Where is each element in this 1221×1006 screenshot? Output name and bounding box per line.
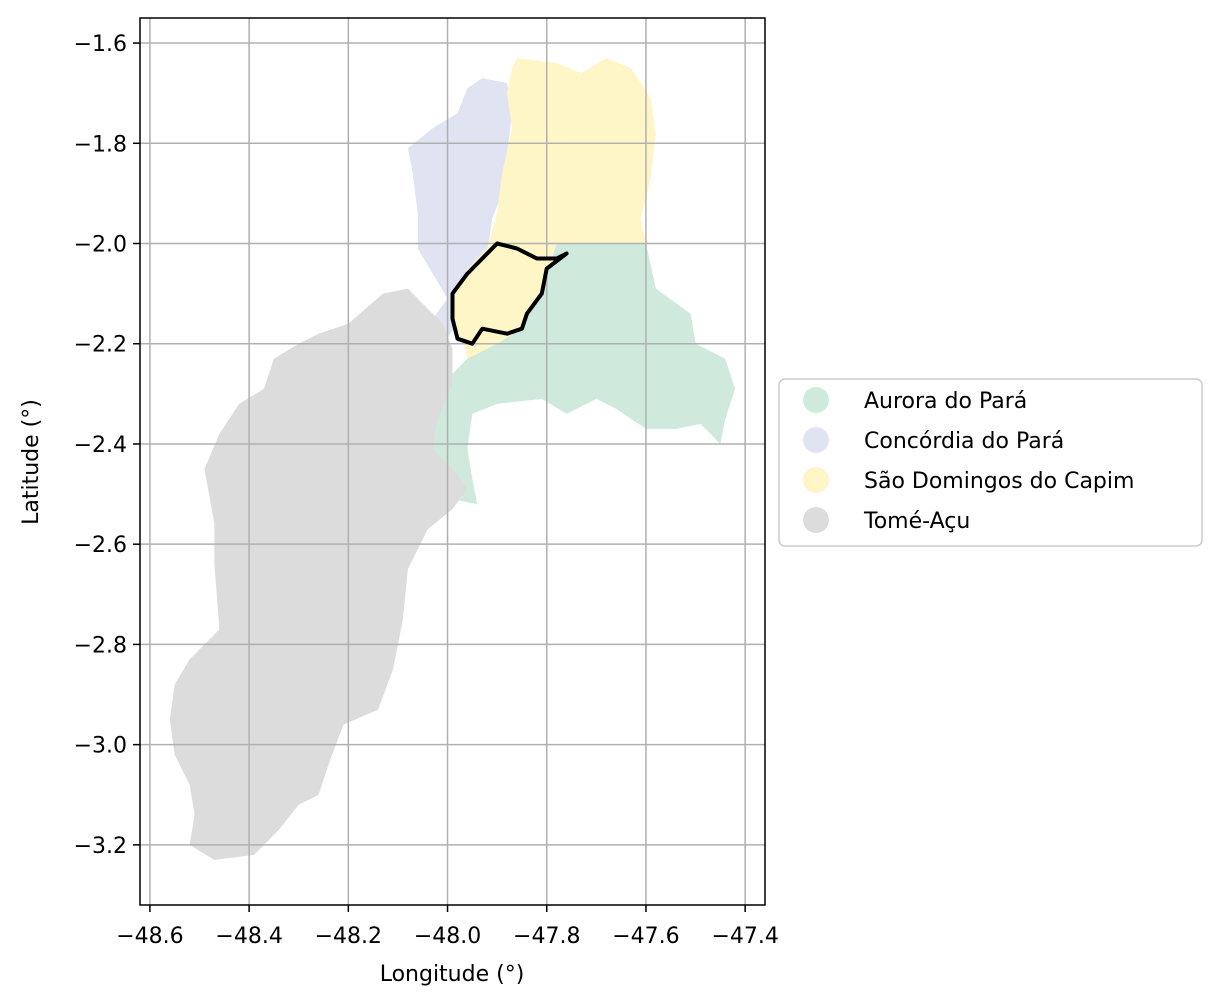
legend: Aurora do Pará Concórdia do Pará São Domin… bbox=[778, 378, 1203, 547]
x-tick-label: −47.4 bbox=[711, 924, 778, 949]
legend-marker bbox=[803, 467, 829, 493]
legend-item-aurora-do-para: Aurora do Pará bbox=[803, 387, 1027, 414]
y-axis-title: Latitude (°) bbox=[19, 399, 44, 525]
x-tick-label: −48.6 bbox=[116, 924, 183, 949]
y-tick-label: −1.8 bbox=[74, 132, 127, 157]
legend-label: São Domingos do Capim bbox=[864, 469, 1134, 494]
legend-item-concordia-do-para: Concórdia do Pará bbox=[803, 427, 1064, 454]
legend-item-sao-domingos-do-capim: São Domingos do Capim bbox=[803, 467, 1134, 494]
y-tick-label: −3.0 bbox=[74, 734, 127, 759]
y-axis: −1.6 −1.8 −2.0 −2.2 −2.4 −2.6 −2.8 −3.0 −3.2 bbox=[74, 32, 140, 859]
y-tick-label: −2.8 bbox=[74, 633, 127, 658]
region-tome-acu bbox=[169, 288, 468, 860]
legend-marker bbox=[803, 507, 829, 533]
x-tick-label: −47.8 bbox=[513, 924, 580, 949]
grid-layer bbox=[140, 18, 765, 905]
y-tick-label: −1.6 bbox=[74, 32, 127, 57]
x-tick-label: −47.6 bbox=[612, 924, 679, 949]
x-tick-label: −48.2 bbox=[315, 924, 382, 949]
x-tick-label: −48.0 bbox=[414, 924, 481, 949]
legend-label: Concórdia do Pará bbox=[864, 429, 1064, 454]
highlighted-area-outline bbox=[450, 241, 569, 346]
y-tick-label: −2.4 bbox=[74, 433, 127, 458]
y-tick-label: −2.0 bbox=[74, 233, 127, 258]
region-concordia-do-para bbox=[407, 78, 512, 349]
plot-frame bbox=[139, 17, 766, 906]
legend-marker bbox=[803, 427, 829, 453]
y-tick-label: −3.2 bbox=[74, 834, 127, 859]
x-axis-title: Longitude (°) bbox=[380, 962, 525, 987]
region-aurora-do-para bbox=[422, 243, 736, 505]
y-tick-label: −2.2 bbox=[74, 333, 127, 358]
highlight-layer bbox=[450, 241, 569, 346]
x-axis: −48.6 −48.4 −48.2 −48.0 −47.8 −47.6 −47.4 bbox=[116, 905, 779, 949]
legend-item-tome-acu: Tomé-Açu bbox=[803, 507, 970, 534]
legend-label: Aurora do Pará bbox=[864, 389, 1027, 414]
legend-frame bbox=[778, 378, 1203, 547]
legend-label: Tomé-Açu bbox=[863, 509, 970, 534]
y-tick-label: −2.6 bbox=[74, 533, 127, 558]
x-tick-label: −48.4 bbox=[215, 924, 282, 949]
legend-marker bbox=[803, 387, 829, 413]
